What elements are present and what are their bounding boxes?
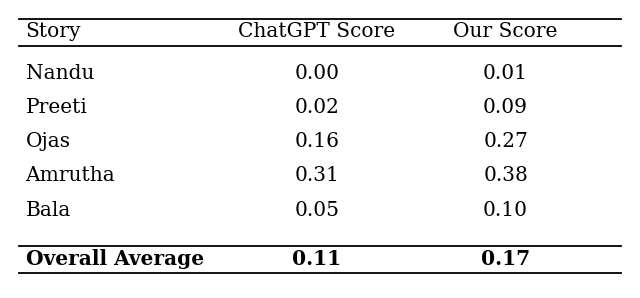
Text: 0.09: 0.09 [483,98,528,117]
Text: 0.38: 0.38 [483,166,528,185]
Text: Amrutha: Amrutha [26,166,115,185]
Text: Preeti: Preeti [26,98,88,117]
Text: Ojas: Ojas [26,132,70,151]
Text: 0.02: 0.02 [294,98,339,117]
Text: 0.11: 0.11 [292,249,341,269]
Text: 0.31: 0.31 [294,166,339,185]
Text: 0.17: 0.17 [481,249,530,269]
Text: Story: Story [26,22,81,41]
Text: 0.27: 0.27 [483,132,528,151]
Text: 0.01: 0.01 [483,63,528,83]
Text: Nandu: Nandu [26,63,94,83]
Text: 0.00: 0.00 [294,63,339,83]
Text: 0.10: 0.10 [483,201,528,220]
Text: ChatGPT Score: ChatGPT Score [238,22,396,41]
Text: 0.16: 0.16 [294,132,339,151]
Text: Overall Average: Overall Average [26,249,204,269]
Text: 0.05: 0.05 [294,201,339,220]
Text: Our Score: Our Score [453,22,558,41]
Text: Bala: Bala [26,201,71,220]
